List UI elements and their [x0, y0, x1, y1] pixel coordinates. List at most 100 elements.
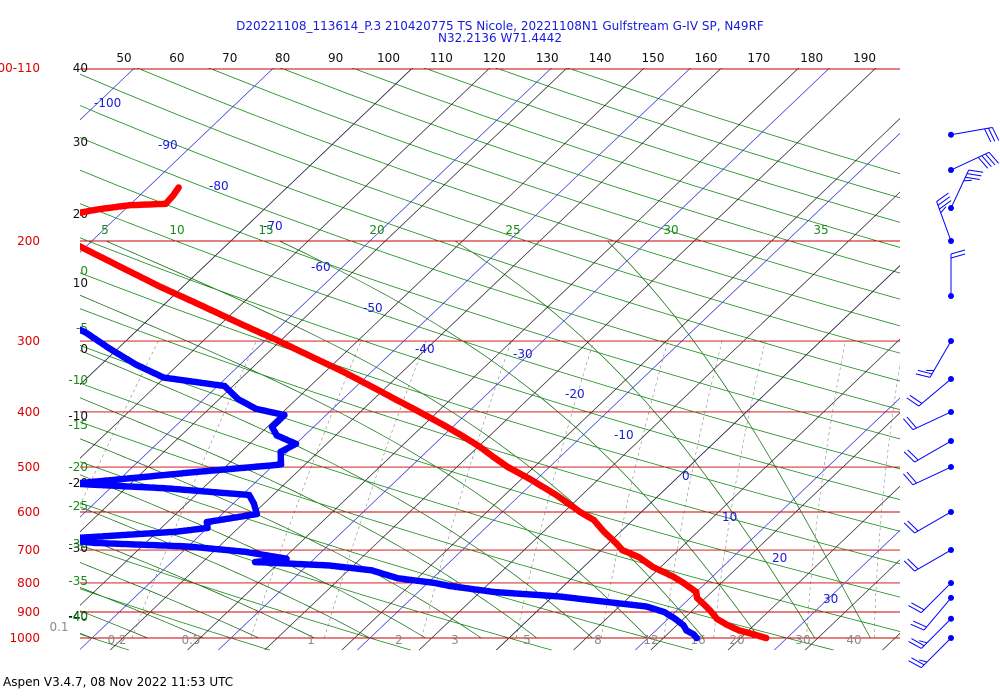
wind-barb-staff: [914, 511, 952, 534]
mixing-ratio-label: 3: [451, 633, 459, 647]
profile-point: [53, 315, 60, 322]
wind-barb-staff: [912, 411, 952, 431]
profile-point: [38, 307, 45, 314]
profile-point: [38, 222, 45, 229]
profile-point: [80, 326, 82, 332]
fahrenheit-line: [264, 68, 877, 651]
wind-barb: [903, 464, 954, 486]
profile-point: [58, 536, 65, 543]
wind-barb: [936, 192, 954, 244]
wind-barb: [910, 594, 954, 631]
dry-adiabat-line: [80, 272, 900, 532]
fahrenheit-tick-label: 70: [222, 51, 237, 65]
height-tick-label: 40: [73, 61, 88, 75]
isotherm-line: [80, 68, 414, 386]
profile-point: [70, 240, 77, 247]
fahrenheit-tick-label: 130: [536, 51, 559, 65]
isotherm-line: [357, 132, 900, 651]
wind-barb-staff: [914, 440, 952, 463]
profile-point: [8, 287, 15, 294]
profile-point: [4, 285, 11, 292]
fahrenheit-tick-label: 120: [483, 51, 506, 65]
profile-point: [47, 217, 54, 224]
profile-point: [33, 303, 40, 310]
profile-point: [43, 225, 50, 232]
dry-adiabat-line: [80, 237, 900, 501]
wind-barb: [903, 408, 954, 431]
fahrenheit-tick-label: 100: [377, 51, 400, 65]
fahrenheit-line: [80, 68, 491, 459]
wind-barb-feather: [985, 153, 996, 166]
wind-barb: [948, 151, 999, 174]
wind-barb-staff: [923, 597, 952, 631]
pressure-tick-label: 500: [17, 460, 40, 474]
profile-point: [40, 223, 47, 230]
profile-point: [53, 214, 60, 221]
profile-point: [55, 214, 62, 221]
dry-adiabat-label: 15: [258, 223, 273, 237]
wind-barb-staff: [920, 618, 952, 649]
fahrenheit-tick-label: 80: [275, 51, 290, 65]
wind-barb-feather: [991, 127, 1000, 141]
profile-point: [60, 537, 67, 544]
profile-point: [20, 295, 27, 302]
temperature-profile: [38, 184, 770, 642]
wind-barb-staff: [912, 466, 952, 486]
wind-barb-feather: [919, 659, 928, 663]
profile-point: [52, 231, 59, 238]
mixing-ratio-line: [806, 340, 846, 639]
fahrenheit-tick-label: 140: [589, 51, 612, 65]
chart-title-line1: D20221108_113614_P.3 210420775 TS Nicole…: [236, 19, 764, 33]
wind-barb-staff: [920, 582, 952, 614]
isotherm-label: -10: [614, 428, 634, 442]
wind-barb-staff: [950, 169, 970, 209]
pressure-tick-label: 600: [17, 505, 40, 519]
wind-barb: [903, 508, 954, 534]
sounding-profiles: [4, 184, 770, 642]
wind-barb-staff: [950, 151, 990, 171]
isotherm-label: -80: [209, 179, 229, 193]
isotherm-label: -90: [158, 138, 178, 152]
profile-point: [17, 293, 24, 300]
profile-point: [59, 234, 66, 241]
dry-adiabat-line: [80, 502, 552, 651]
wind-barb-feather: [903, 522, 915, 534]
mixing-ratio-label: 0.1: [49, 620, 68, 634]
mixing-ratio-label: 1: [307, 633, 315, 647]
wind-barb: [948, 169, 984, 212]
pressure-tick-label: 100-110: [0, 61, 40, 75]
wind-barb-feather: [981, 155, 992, 167]
profile-point: [57, 233, 64, 240]
profile-point: [42, 309, 49, 316]
profile-point: [69, 323, 76, 330]
mixing-ratio-line: [713, 340, 766, 639]
wind-barb-feather: [937, 196, 951, 206]
fahrenheit-line: [960, 44, 1000, 650]
fahrenheit-line: [805, 559, 900, 651]
wind-barb-feather: [909, 394, 923, 404]
wind-barb-feather: [907, 449, 919, 461]
moist-adiabat-label: -15: [68, 418, 88, 432]
moist-adiabat-line: [80, 535, 315, 639]
profile-point: [45, 226, 52, 233]
wind-barb-feather: [963, 179, 972, 182]
mixing-ratio-line: [421, 340, 512, 639]
dry-adiabat-line: [80, 382, 900, 632]
wind-barb-feather: [903, 418, 914, 431]
isotherm-line: [80, 68, 553, 518]
profile-point: [41, 220, 48, 227]
isotherm-label: -100: [94, 96, 121, 110]
moist-adiabat-label: -20: [68, 460, 88, 474]
dry-adiabat-line: [136, 68, 900, 327]
fahrenheit-tick-label: 180: [800, 51, 823, 65]
mixing-ratio-label: 40: [846, 633, 861, 647]
wind-barb-feather: [908, 605, 922, 614]
pressure-tick-label: 800: [17, 576, 40, 590]
mixing-ratio-label: 2: [395, 633, 403, 647]
wind-barb-feather: [939, 200, 952, 210]
isotherm-label: -30: [513, 347, 533, 361]
wind-barb-staff: [914, 549, 952, 572]
mixing-ratio-label: 20: [729, 633, 744, 647]
isotherm-label: 30: [823, 592, 838, 606]
wind-barb-feather: [908, 640, 922, 649]
